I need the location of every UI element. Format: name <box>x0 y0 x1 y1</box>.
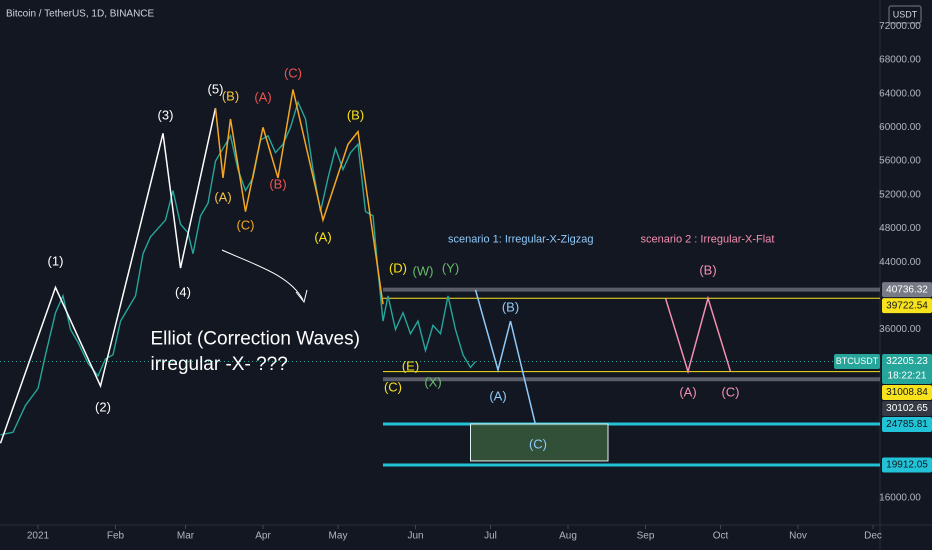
price-tag <box>882 417 932 433</box>
price-tag <box>882 298 932 314</box>
annotation: irregular -X- ??? <box>151 354 288 375</box>
time-tick-label: Nov <box>789 531 807 542</box>
time-tick-label: Oct <box>713 531 729 542</box>
wave-label: (1) <box>48 254 64 269</box>
annotation: Elliot (Correction Waves) <box>151 329 360 350</box>
wave-label: (Y) <box>442 260 459 275</box>
price-tag-label: 39722.54 <box>886 300 928 311</box>
price-tick-label: 60000.00 <box>879 122 921 133</box>
wave-label: (D) <box>389 260 407 275</box>
price-tag <box>882 457 932 473</box>
time-tick-label: Feb <box>107 531 125 542</box>
wave-label: (A) <box>679 384 696 399</box>
time-tick-label: May <box>329 531 348 542</box>
wave-label: (3) <box>158 107 174 122</box>
currency-box <box>888 5 922 24</box>
wave-label: (B) <box>222 89 239 104</box>
price-tick-label: 56000.00 <box>879 156 921 167</box>
price-tick-label: 36000.00 <box>879 324 921 335</box>
time-tick-label: Jun <box>407 531 423 542</box>
wave-label: (B) <box>269 176 286 191</box>
wave-line <box>0 107 217 444</box>
wave-label: (B) <box>347 107 364 122</box>
price-tag-label: 40736.32 <box>886 284 928 295</box>
price-tag-label: 30102.65 <box>886 403 928 414</box>
time-tick-label: 2021 <box>27 531 50 542</box>
time-tick-label: Jul <box>484 531 497 542</box>
price-tick-label: 72000.00 <box>879 21 921 32</box>
price-tag <box>882 385 932 401</box>
curved-arrow <box>221 249 304 301</box>
target-box <box>470 423 609 462</box>
price-tag-countdown: 18:22:21 <box>888 371 927 382</box>
wave-label: (C) <box>236 217 254 232</box>
price-tag-label: 32205.23 <box>886 356 928 367</box>
time-tick-label: Sep <box>637 531 655 542</box>
wave-label: (A) <box>214 190 231 205</box>
wave-label: (A) <box>314 229 331 244</box>
time-tick-label: Mar <box>177 531 195 542</box>
price-tick-label: 64000.00 <box>879 88 921 99</box>
symbol-tag-label: BTCUSDT <box>836 356 879 366</box>
price-tick-label: 44000.00 <box>879 257 921 268</box>
wave-line <box>664 295 732 375</box>
wave-label: (X) <box>424 374 441 389</box>
wave-line <box>474 289 537 425</box>
header-title: Bitcoin / TetherUS, 1D, BINANCE <box>6 9 155 20</box>
price-tag-label: 31008.84 <box>886 387 928 398</box>
price-tick-label: 16000.00 <box>879 493 921 504</box>
time-tick-label: Apr <box>255 531 271 542</box>
wave-label: (C) <box>384 379 402 394</box>
price-tick-label: 68000.00 <box>879 55 921 66</box>
annotation: scenario 1: Irregular-X-Zigzag <box>448 233 594 245</box>
wave-label: (B) <box>699 262 716 277</box>
wave-label: (C) <box>284 65 302 80</box>
price-tag <box>882 354 932 385</box>
wave-line <box>214 89 384 305</box>
wave-label: (A) <box>489 388 506 403</box>
wave-label: (A) <box>254 89 271 104</box>
wave-label: (C) <box>529 436 547 451</box>
time-tick-label: Dec <box>864 531 882 542</box>
currency-label: USDT <box>893 9 918 19</box>
wave-label: (5) <box>208 81 224 96</box>
price-tick-label: 48000.00 <box>879 223 921 234</box>
wave-label: (2) <box>95 399 111 414</box>
time-tick-label: Aug <box>559 531 577 542</box>
wave-label: (4) <box>175 284 191 299</box>
arrow-head <box>295 289 308 304</box>
wave-label: (W) <box>413 263 434 278</box>
wave-label: (E) <box>402 358 419 373</box>
price-tag-label: 19912.05 <box>886 460 928 471</box>
symbol-tag <box>834 354 880 370</box>
annotation: scenario 2 : Irregular-X-Flat <box>641 233 775 245</box>
price-tag <box>882 282 932 298</box>
price-tag <box>882 401 932 417</box>
price-tick-label: 52000.00 <box>879 189 921 200</box>
plot <box>0 89 880 467</box>
price-tag-label: 24785.81 <box>886 419 928 430</box>
wave-label: (C) <box>721 384 739 399</box>
wave-label: (B) <box>502 299 519 314</box>
